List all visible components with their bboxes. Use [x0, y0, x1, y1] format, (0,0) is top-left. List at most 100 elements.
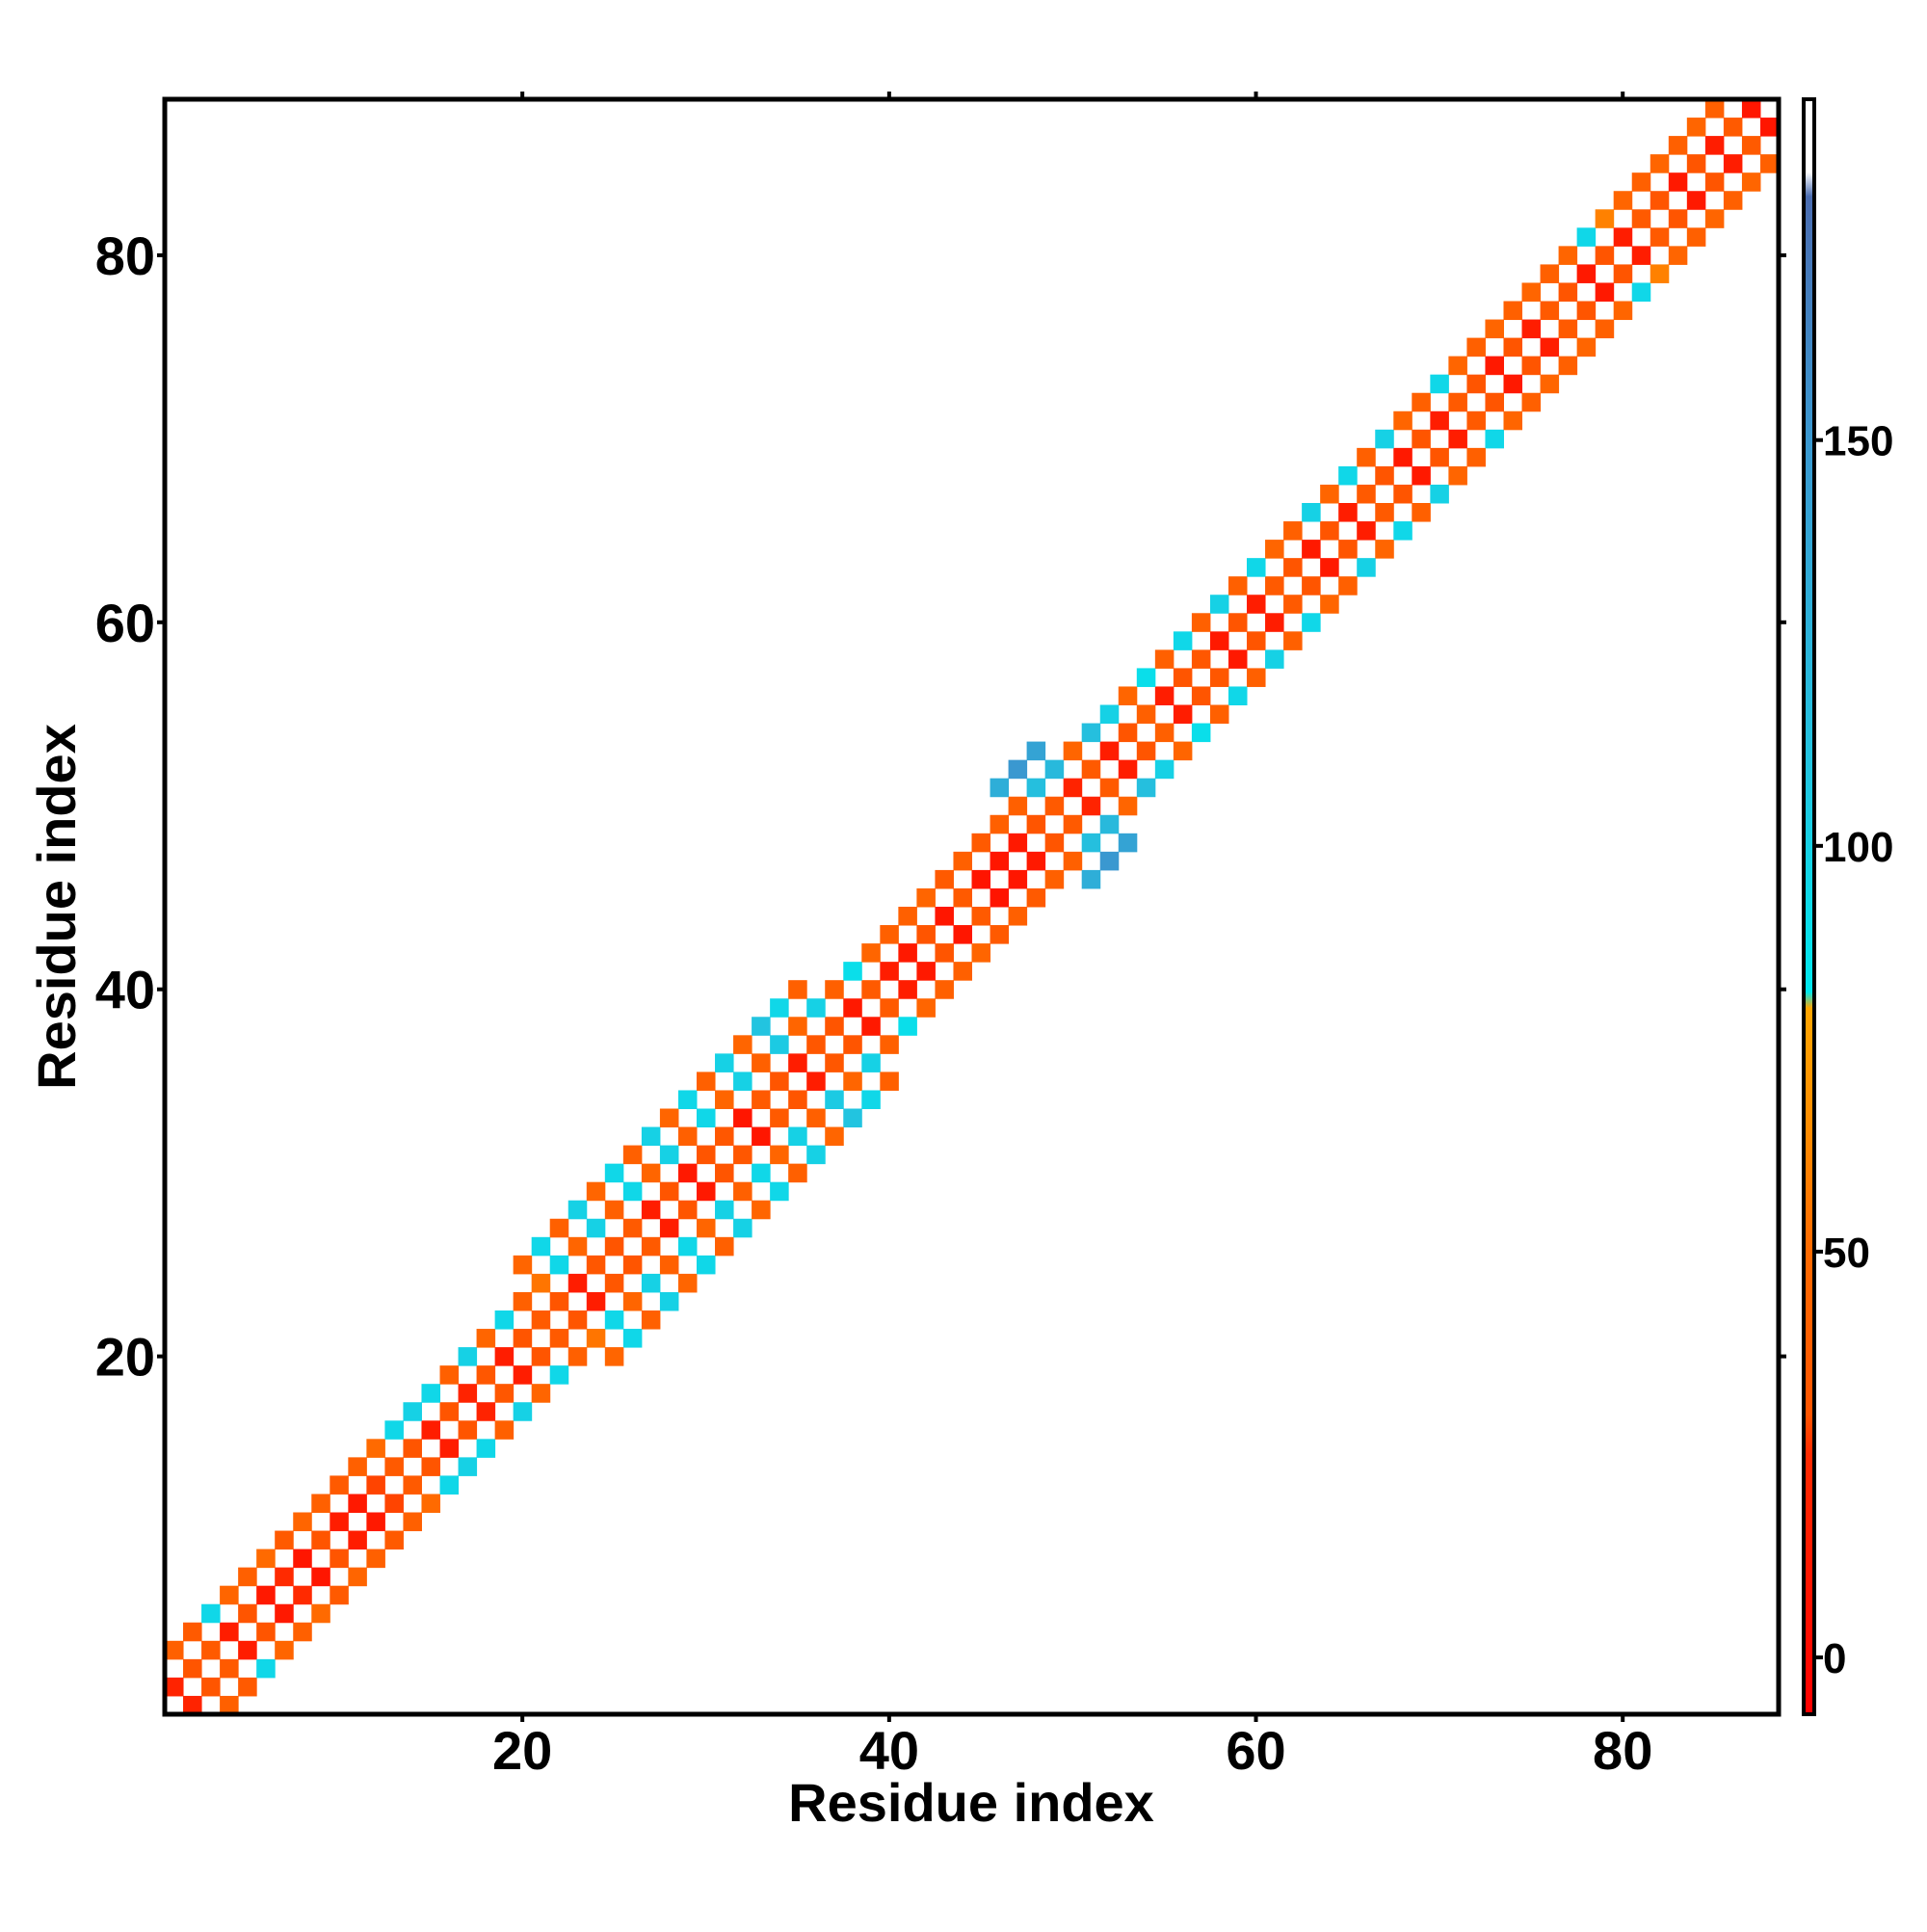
heatmap-cell — [1044, 833, 1065, 853]
heatmap-cell — [898, 907, 917, 926]
heatmap-cell — [1576, 337, 1597, 357]
heatmap-cell — [1650, 227, 1670, 247]
heatmap-cell — [641, 1236, 661, 1257]
heatmap-cell — [1485, 356, 1504, 376]
heatmap-cell — [421, 1420, 441, 1440]
heatmap-cell — [990, 887, 1010, 908]
heatmap-cell — [953, 962, 972, 981]
heatmap-cell — [806, 998, 826, 1018]
heatmap-cell — [568, 1347, 588, 1366]
heatmap-cell — [1521, 319, 1542, 339]
heatmap-cell — [1154, 649, 1175, 669]
heatmap-cell — [1320, 558, 1339, 577]
heatmap-cell — [770, 1035, 789, 1054]
heatmap-cell — [825, 1126, 844, 1147]
heatmap-cell — [1118, 723, 1138, 743]
heatmap-cell — [1668, 136, 1688, 155]
heatmap-cell — [770, 1072, 789, 1091]
heatmap-cell — [770, 1145, 789, 1165]
heatmap-cell — [549, 1218, 569, 1238]
heatmap-cell — [1430, 374, 1449, 394]
heatmap-cell — [1338, 465, 1358, 486]
heatmap-cell — [1448, 392, 1467, 412]
heatmap-cell — [1595, 319, 1615, 339]
heatmap-cell — [622, 1255, 643, 1275]
heatmap-cell — [1081, 796, 1101, 816]
heatmap-cell — [971, 907, 991, 926]
y-tick-label: 20 — [95, 1327, 155, 1388]
heatmap-cell — [861, 1053, 881, 1072]
heatmap-cell — [1044, 796, 1065, 816]
heatmap-cell — [788, 1017, 807, 1036]
heatmap-cell — [384, 1420, 404, 1440]
heatmap-cell — [1466, 374, 1486, 394]
heatmap-cell — [220, 1658, 239, 1679]
heatmap-cell — [715, 1053, 734, 1072]
heatmap-cell — [1759, 118, 1780, 137]
heatmap-cell — [1265, 540, 1284, 559]
heatmap-cell — [1723, 118, 1743, 137]
heatmap-cell — [861, 1017, 881, 1036]
heatmap-cell — [1576, 227, 1597, 247]
heatmap-cell — [1393, 484, 1412, 504]
colorbar-tick-label: 150 — [1823, 418, 1893, 465]
heatmap-cell — [752, 1163, 771, 1183]
heatmap-cell — [1485, 429, 1504, 449]
heatmap-cell — [1136, 704, 1156, 725]
heatmap-cell — [788, 1163, 807, 1183]
heatmap-cell — [1063, 741, 1083, 761]
heatmap-cell — [311, 1530, 330, 1550]
heatmap-cell — [513, 1329, 533, 1348]
heatmap-cell — [898, 943, 917, 963]
heatmap-cell — [1650, 191, 1670, 210]
heatmap-cell — [1227, 613, 1248, 632]
heatmap-cell — [1613, 264, 1633, 283]
heatmap-cell — [513, 1291, 533, 1311]
heatmap-cell — [494, 1347, 515, 1366]
heatmap-cell — [880, 998, 899, 1018]
heatmap-cell — [604, 1200, 624, 1220]
y-tick-label: 60 — [95, 593, 155, 653]
heatmap-cell — [641, 1126, 661, 1147]
heatmap-cell — [604, 1236, 624, 1257]
heatmap-cell — [1338, 540, 1358, 559]
heatmap-cell — [586, 1181, 606, 1202]
heatmap-cell — [953, 851, 972, 871]
heatmap-cell — [1558, 246, 1578, 265]
heatmap-cells — [165, 99, 1780, 1715]
heatmap-cell — [1227, 576, 1248, 595]
heatmap-cell — [201, 1640, 221, 1660]
heatmap-cell — [1741, 99, 1761, 119]
heatmap-cell — [366, 1439, 385, 1458]
heatmap-cell — [1026, 851, 1046, 871]
heatmap-cell — [715, 1090, 734, 1109]
heatmap-cell — [1613, 301, 1633, 321]
heatmap-cell — [1540, 264, 1560, 283]
heatmap-cell — [1503, 410, 1523, 431]
heatmap-cell — [1576, 301, 1597, 321]
heatmap-cell — [1668, 246, 1688, 265]
heatmap-cell — [1686, 227, 1706, 247]
heatmap-cell — [1320, 595, 1339, 614]
heatmap-cell — [1631, 282, 1651, 302]
heatmap-cell — [677, 1090, 698, 1109]
heatmap-cell — [275, 1567, 294, 1587]
x-axis-title: Residue index — [788, 1772, 1154, 1833]
heatmap-cell — [1521, 282, 1542, 302]
heatmap-cell — [1283, 595, 1303, 614]
heatmap-cell — [220, 1622, 239, 1642]
heatmap-cell — [953, 925, 972, 944]
heatmap-cell — [1136, 778, 1156, 798]
heatmap-cell — [1631, 209, 1651, 228]
colorbar-tick-label: 0 — [1823, 1635, 1846, 1682]
heatmap-cell — [1008, 833, 1028, 853]
heatmap-cell — [384, 1494, 404, 1513]
heatmap-cell — [1412, 465, 1431, 486]
heatmap-cell — [348, 1530, 367, 1550]
heatmap-cell — [476, 1329, 496, 1348]
heatmap-cell — [293, 1622, 312, 1642]
heatmap-cell — [1485, 319, 1504, 339]
heatmap-cell — [1265, 649, 1284, 669]
heatmap-cell — [916, 887, 936, 908]
heatmap-cell — [641, 1273, 661, 1293]
